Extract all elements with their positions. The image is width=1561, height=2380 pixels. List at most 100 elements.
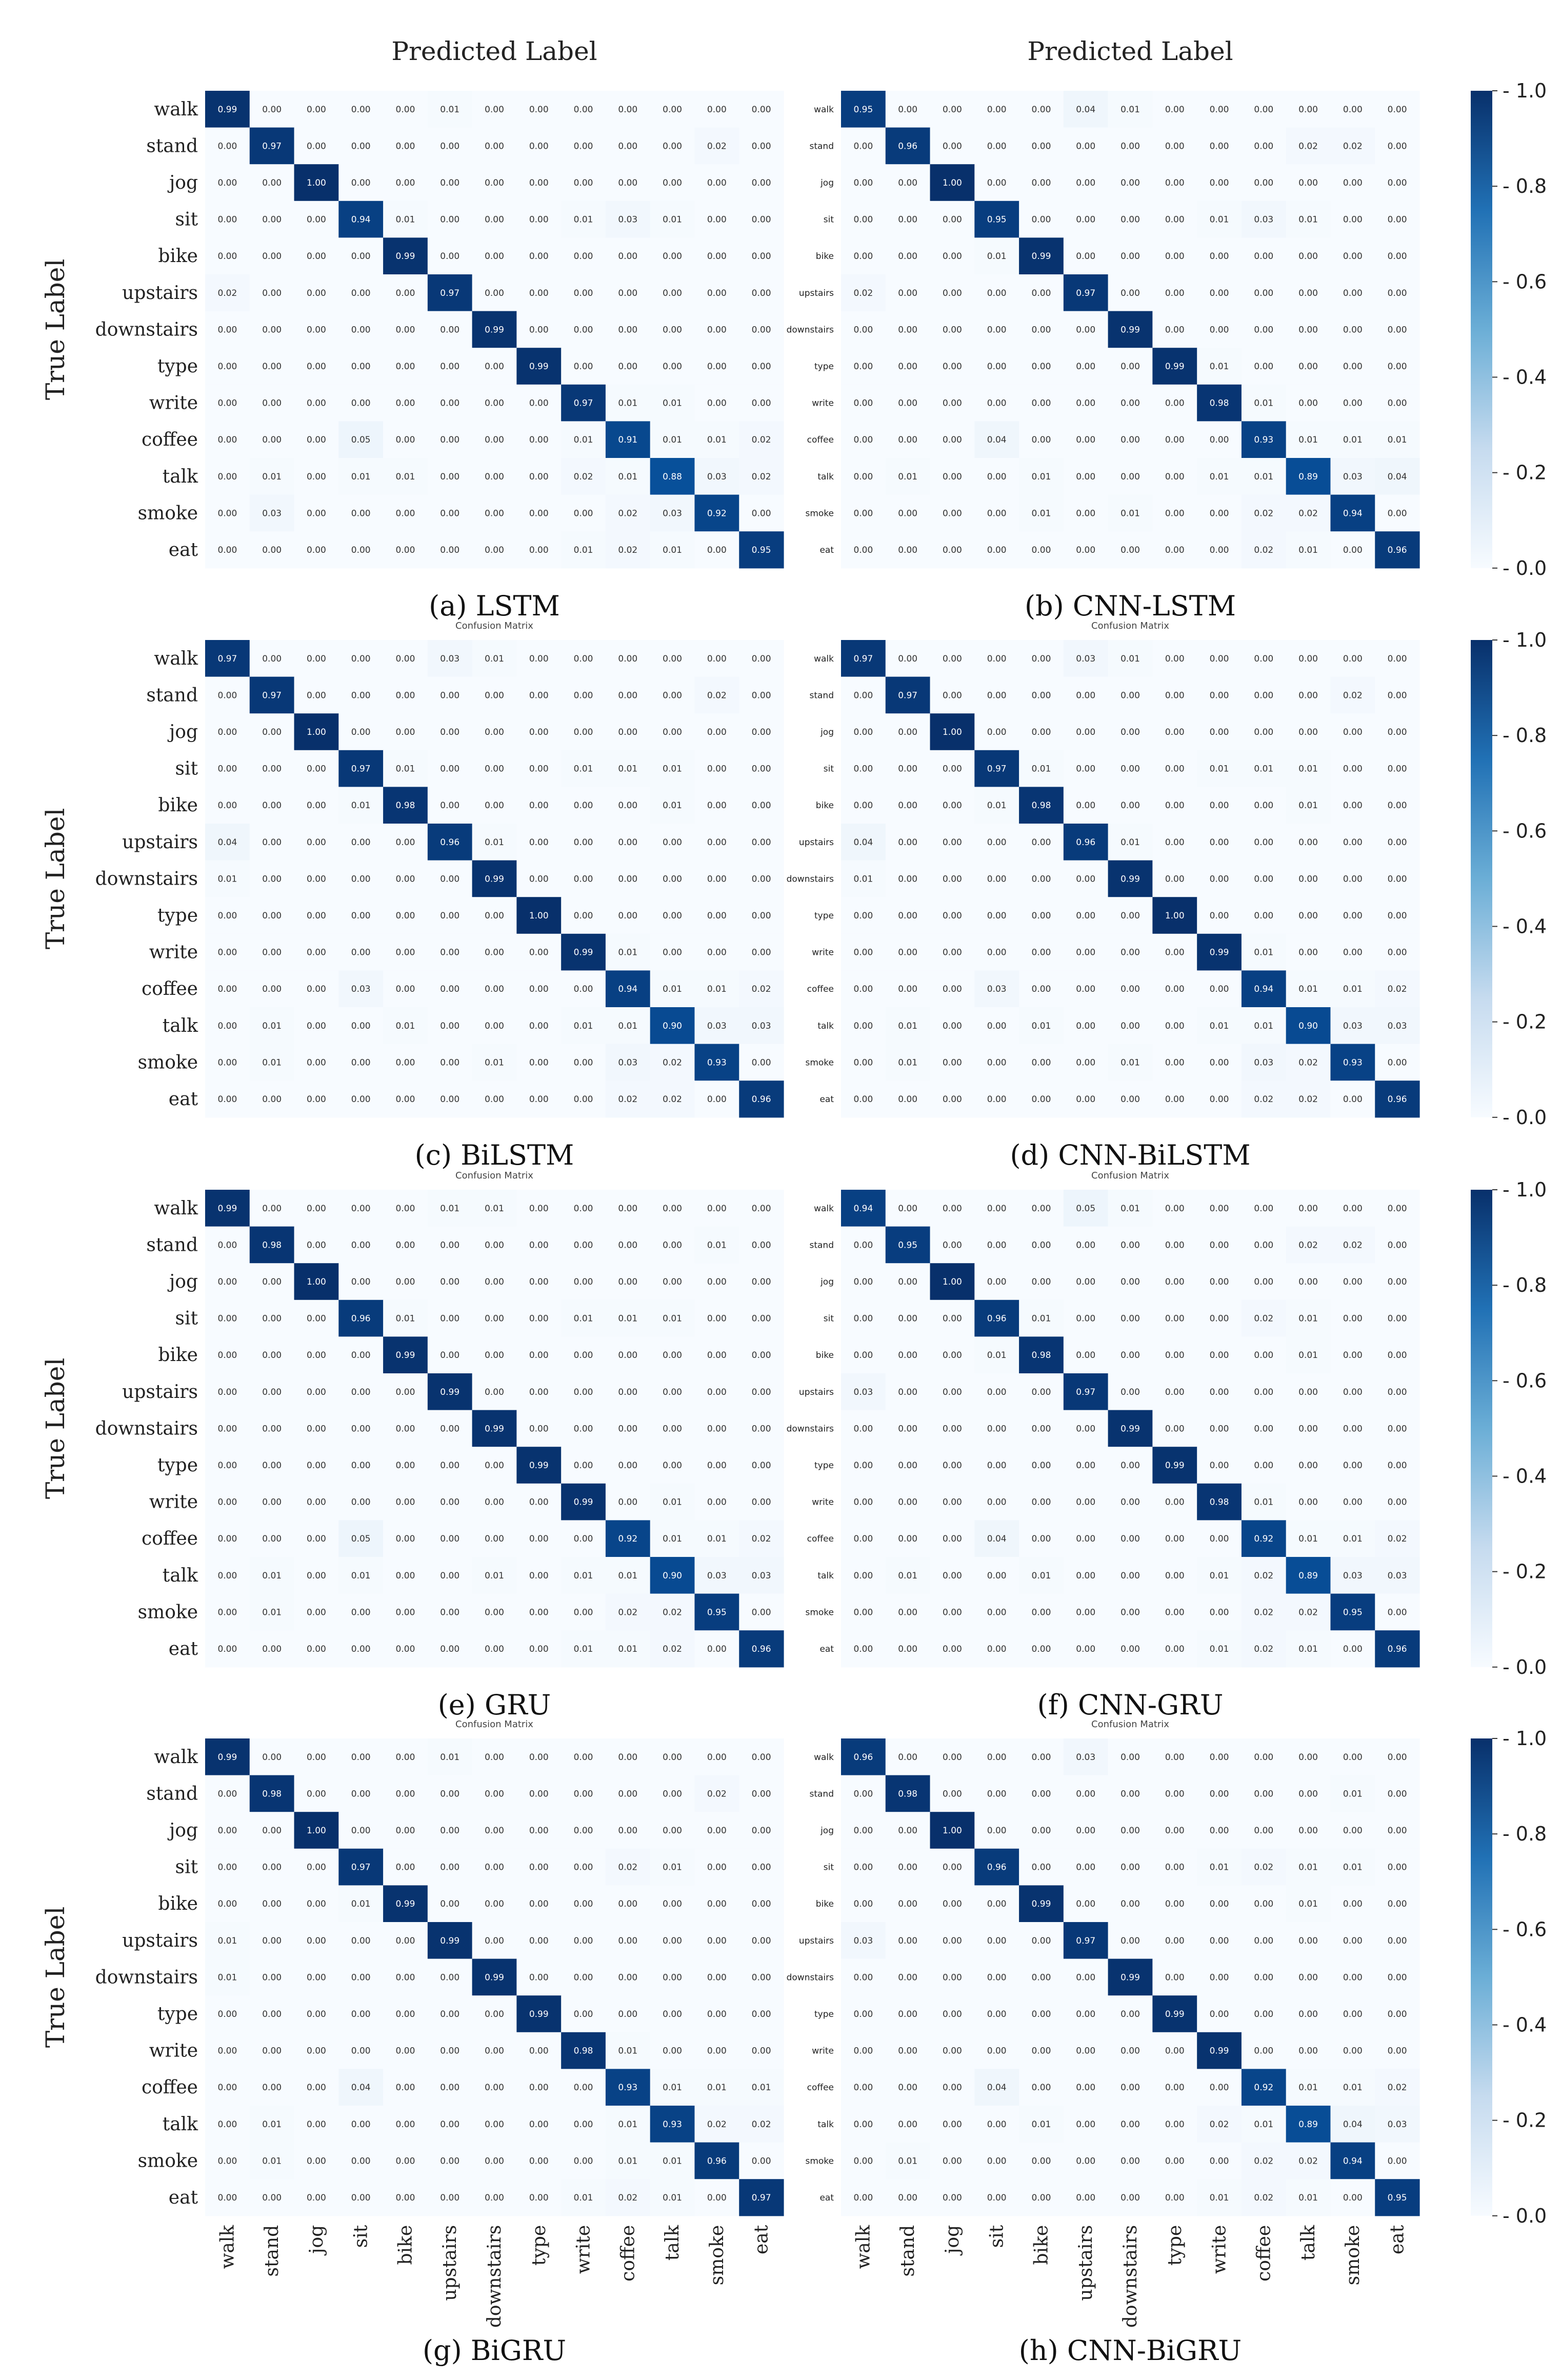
cell-value-label: 0.00 (217, 2083, 237, 2093)
matrix-cell (1108, 458, 1153, 495)
matrix-cell (1286, 1044, 1331, 1081)
cell-value-label: 0.01 (987, 251, 1007, 262)
matrix-cell (739, 531, 784, 569)
matrix-cell (472, 311, 517, 348)
cell-value-label: 0.99 (529, 362, 549, 372)
cell-value-label: 0.00 (752, 2046, 771, 2056)
cell-value-label: 0.00 (943, 1863, 962, 1873)
matrix-cell (1286, 1410, 1331, 1447)
matrix-cell (930, 1593, 975, 1631)
cell-value-label: 0.00 (574, 178, 593, 188)
cell-value-label: 0.00 (987, 545, 1007, 555)
cell-value-label: 0.00 (396, 1752, 415, 1763)
row-tick-label: upstairs (122, 1930, 198, 1951)
matrix-cell (1197, 1630, 1242, 1668)
colorbar-tick-label: - 0.6 (1503, 270, 1547, 293)
cell-value-label: 0.00 (853, 1350, 873, 1361)
cell-value-label: 0.00 (529, 2119, 549, 2130)
cell-value-label: 0.00 (707, 1497, 727, 1508)
matrix-cell (516, 1958, 562, 1996)
cell-value-label: 0.01 (1032, 764, 1051, 774)
matrix-cell (1197, 164, 1242, 202)
matrix-cell (1197, 421, 1242, 458)
matrix-cell (294, 897, 339, 934)
matrix-cell (294, 1007, 339, 1045)
cell-value-label: 0.00 (262, 1534, 282, 1544)
cell-value-label: 0.00 (1298, 2046, 1318, 2056)
matrix-cell (1197, 311, 1242, 348)
cell-value-label: 0.00 (217, 948, 237, 958)
matrix-cell (974, 1081, 1019, 1118)
matrix-cell (205, 2179, 250, 2216)
cell-value-label: 0.00 (396, 837, 415, 848)
matrix-cell (1063, 494, 1109, 532)
row-tick-label: stand (809, 690, 834, 701)
cell-value-label: 0.00 (1343, 1350, 1363, 1361)
cell-value-label: 0.94 (618, 984, 637, 994)
cell-value-label: 0.02 (1298, 1607, 1318, 1617)
matrix-cell (1375, 421, 1420, 458)
row-tick-label: type (814, 362, 834, 372)
matrix-cell (249, 1593, 295, 1631)
cell-value-label: 0.00 (440, 1057, 459, 1068)
matrix-cell (885, 2179, 931, 2216)
matrix-cell (427, 531, 473, 569)
matrix-cell (885, 1410, 931, 1447)
matrix-cell (841, 933, 886, 971)
column-tick-label: talk (1298, 2225, 1319, 2261)
cell-value-label: 0.00 (943, 837, 962, 848)
cell-value-label: 0.00 (396, 1826, 415, 1836)
matrix-cell (885, 348, 931, 385)
matrix-cell (885, 640, 931, 677)
matrix-cell (974, 531, 1019, 569)
matrix-cell (561, 824, 606, 861)
matrix-cell (427, 1336, 473, 1374)
matrix-cell (205, 1190, 250, 1227)
cell-value-label: 0.00 (485, 1314, 504, 1324)
cell-value-label: 0.00 (574, 1240, 593, 1250)
cell-value-label: 0.00 (485, 1936, 504, 1946)
cell-value-label: 0.00 (663, 1789, 682, 1799)
cell-value-label: 0.98 (1210, 1497, 1229, 1508)
cell-value-label: 0.99 (1165, 2009, 1185, 2019)
matrix-cell (605, 1336, 651, 1374)
cell-value-label: 0.02 (752, 984, 771, 994)
matrix-cell (930, 1557, 975, 1594)
matrix-cell (561, 2032, 606, 2069)
matrix-cell (516, 237, 562, 275)
matrix-cell (1152, 2179, 1197, 2216)
matrix-cell (605, 274, 651, 312)
cell-value-label: 0.00 (1076, 1497, 1095, 1508)
matrix-cell (338, 1299, 384, 1337)
matrix-cell (885, 384, 931, 422)
cell-value-label: 0.00 (307, 1240, 326, 1250)
cell-value-label: 0.00 (707, 325, 727, 335)
matrix-cell (1241, 676, 1287, 714)
matrix-cell (561, 1922, 606, 1959)
matrix-cell (1286, 1812, 1331, 1849)
cell-value-label: 0.00 (1120, 215, 1140, 225)
matrix-cell (205, 1007, 250, 1045)
matrix-cell (1063, 531, 1109, 569)
cell-value-label: 0.00 (1298, 654, 1318, 664)
cell-value-label: 0.00 (1076, 508, 1095, 518)
matrix-cell (1286, 1630, 1331, 1668)
matrix-cell (1152, 2106, 1197, 2143)
cell-value-label: 0.00 (396, 362, 415, 372)
matrix-cell (930, 384, 975, 422)
cell-value-label: 0.00 (752, 288, 771, 298)
cell-value-label: 0.97 (1076, 1387, 1095, 1397)
cell-value-label: 0.00 (351, 398, 371, 409)
cell-value-label: 0.00 (485, 1644, 504, 1654)
cell-value-label: 0.00 (262, 1461, 282, 1471)
cell-value-label: 0.01 (396, 215, 415, 225)
row-tick-label: coffee (142, 1528, 198, 1549)
matrix-cell (885, 1226, 931, 1264)
row-tick-label: walk (154, 1747, 198, 1768)
matrix-cell (294, 1263, 339, 1301)
cell-value-label: 0.00 (262, 654, 282, 664)
cell-value-label: 0.00 (663, 1826, 682, 1836)
matrix-cell (383, 1775, 428, 1812)
cell-value-label: 0.00 (307, 251, 326, 262)
